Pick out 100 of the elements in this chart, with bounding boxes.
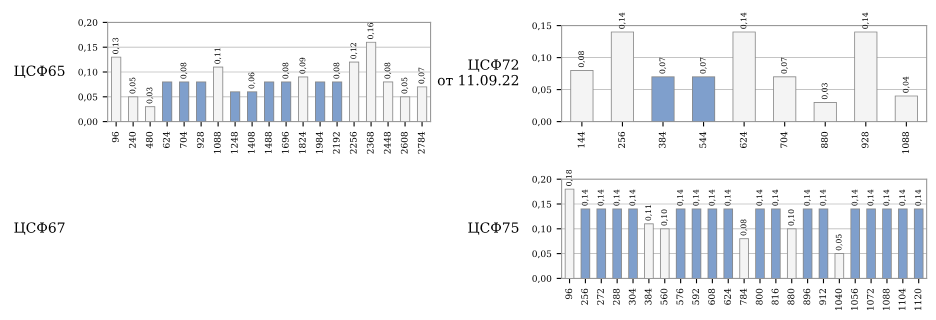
x-tick-label: 272: [597, 289, 604, 305]
x-tick-label: 704: [180, 132, 187, 148]
x-tick-label: 928: [862, 132, 868, 148]
bar: [111, 56, 122, 122]
x-tick-label: 96: [112, 132, 119, 142]
x-tick-label: 288: [612, 288, 620, 305]
bar: [179, 82, 190, 122]
x-tick-label: 2192: [332, 132, 340, 154]
bar: [802, 208, 812, 278]
y-tick-label: 0,15: [78, 44, 98, 52]
bar: [818, 208, 828, 278]
x-tick-label: 880: [788, 288, 794, 305]
bar: [628, 208, 638, 278]
bar: [854, 32, 878, 122]
bar: [162, 82, 172, 122]
x-tick-label: 2608: [400, 132, 408, 154]
x-tick-label: 1088: [214, 132, 221, 154]
bar: [850, 208, 860, 278]
bar: [894, 96, 918, 122]
bar: [570, 70, 594, 122]
x-tick-label: 1488: [264, 132, 272, 154]
y-tick-label: 0,10: [78, 68, 98, 77]
bar: [145, 106, 156, 122]
x-tick-label: 96: [565, 288, 572, 300]
y-tick-label: 0,00: [532, 118, 552, 126]
x-tick-label: 544: [699, 132, 706, 148]
x-tick-label: 1040: [835, 288, 842, 310]
x-tick-label: 1248: [230, 132, 238, 154]
bar: [732, 32, 756, 122]
x-tick-label: 1056: [851, 288, 858, 310]
x-tick-label: 2256: [350, 132, 357, 154]
y-tick-label: 0,15: [532, 22, 552, 30]
x-tick-label: 800: [756, 288, 763, 305]
bar: [400, 96, 410, 122]
x-tick-label: 1824: [298, 132, 306, 154]
bar: [596, 208, 606, 278]
x-tick-label: 592: [692, 289, 700, 305]
bar: [723, 208, 734, 278]
x-tick-label: 608: [708, 288, 715, 305]
y-tick-label: 0,05: [78, 94, 98, 102]
bar: [692, 76, 716, 122]
x-tick-label: 1696: [282, 132, 289, 154]
y-tick-label: 0,10: [532, 54, 552, 62]
x-tick-label: 256: [581, 288, 588, 305]
y-tick-label: 0,00: [532, 275, 552, 284]
x-tick-label: 240: [128, 132, 136, 148]
text: ЦСФ67: [14, 222, 65, 235]
x-tick-label: 784: [740, 288, 747, 305]
bar: [834, 253, 844, 278]
bar: [332, 82, 342, 122]
bar: [281, 82, 292, 122]
bar: [196, 82, 206, 122]
x-tick-label: 624: [740, 132, 747, 148]
y-tick-label: 0,05: [532, 86, 552, 94]
bar: [676, 208, 686, 278]
y-axis-title: ЦСФ65: [14, 66, 64, 78]
x-tick-label: 144: [578, 132, 584, 148]
bar: [348, 62, 360, 122]
bar: [755, 208, 765, 278]
bar: [914, 208, 924, 278]
x-tick-label: 1408: [248, 132, 255, 154]
bar: [660, 228, 670, 278]
bar: [247, 91, 258, 122]
bar: [771, 208, 781, 278]
bar: [739, 238, 749, 278]
x-tick-label: 2448: [384, 132, 391, 154]
bar: [612, 208, 622, 278]
y-tick-label: 0,10: [532, 226, 552, 234]
x-tick-label: 304: [628, 288, 636, 305]
bar: [708, 208, 718, 278]
x-tick-label: 2368: [366, 132, 374, 154]
x-tick-label: 928: [196, 132, 204, 148]
x-tick-label: 624: [162, 132, 170, 148]
x-tick-label: 384: [658, 132, 666, 148]
y-tick-label: 0,20: [78, 19, 98, 28]
x-tick-label: 576: [676, 288, 684, 305]
y-tick-label: 0,15: [532, 200, 552, 209]
x-tick-label: 256: [618, 132, 626, 148]
bar: [866, 208, 876, 278]
bar: [382, 82, 394, 122]
bar: [366, 42, 376, 122]
bar: [213, 66, 224, 122]
bar: [773, 76, 796, 122]
bar: [644, 223, 654, 278]
bar: [564, 188, 574, 278]
bar: [230, 91, 240, 122]
bar: [692, 208, 702, 278]
y-tick-label: 0,00: [78, 118, 98, 126]
x-tick-label: 480: [146, 132, 153, 148]
bar: [882, 208, 892, 278]
x-tick-label: 624: [724, 288, 731, 305]
bar: [416, 86, 428, 122]
bar: [814, 102, 837, 122]
bar: [786, 228, 797, 278]
x-tick-label: 704: [780, 132, 788, 148]
x-tick-label: 880: [821, 132, 828, 148]
y-axis-title: ЦСФ72 от 11.09.22: [438, 59, 518, 86]
bar: [898, 208, 908, 278]
bar: [264, 82, 274, 122]
x-tick-label: 2784: [418, 132, 425, 154]
